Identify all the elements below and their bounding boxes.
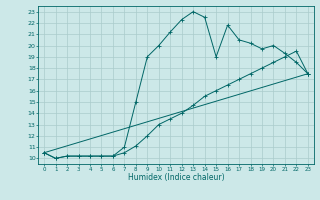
X-axis label: Humidex (Indice chaleur): Humidex (Indice chaleur)	[128, 173, 224, 182]
